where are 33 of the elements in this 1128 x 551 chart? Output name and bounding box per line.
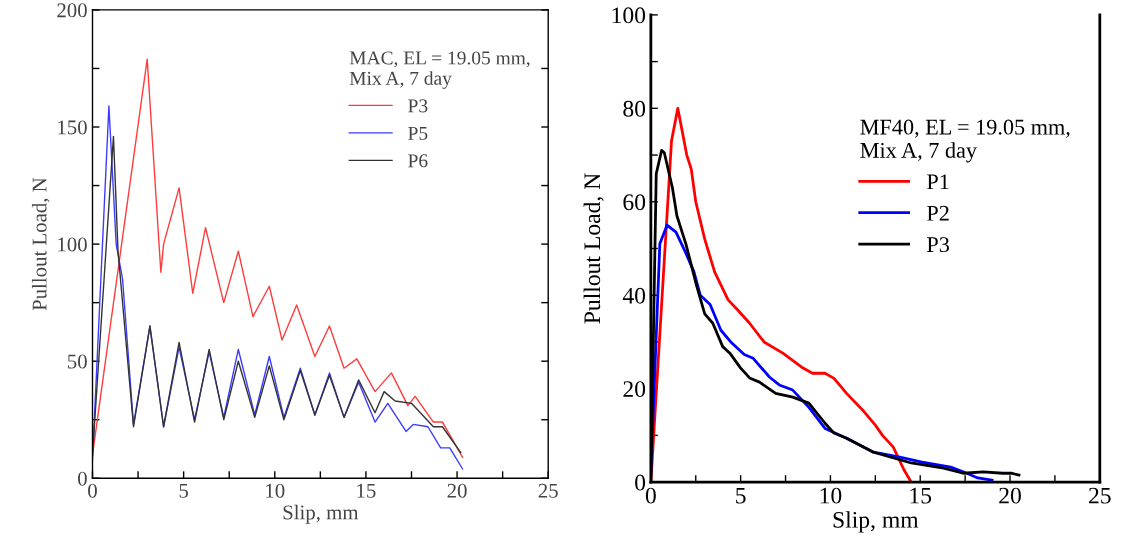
y-tick-label: 50 (68, 354, 87, 369)
y-tick-label: 80 (623, 100, 646, 117)
x-tick-label: 25 (538, 483, 558, 498)
y-tick-label: 100 (58, 237, 87, 252)
legend-title: MAC, EL = 19.05 mm, Mix A, 7 day (349, 51, 530, 89)
y-axis-title: Pullout Load, N (31, 177, 50, 311)
x-tick-label: 20 (447, 483, 467, 498)
legend-label: P3 (927, 237, 949, 253)
x-tick-label: 5 (736, 487, 746, 504)
y-tick-label: 40 (622, 287, 646, 304)
legend-label: P6 (408, 154, 428, 168)
y-tick-label: 0 (78, 471, 87, 486)
legend-title: MF40, EL = 19.05 mm, Mix A, 7 day (860, 119, 1070, 163)
x-tick-label: 15 (910, 487, 932, 504)
x-tick-label: 10 (266, 483, 285, 498)
y-tick-label: 150 (58, 120, 87, 135)
x-axis-title: Slip, mm (833, 511, 919, 533)
x-tick-label: 25 (1089, 487, 1111, 504)
y-tick-label: 60 (623, 194, 646, 211)
legend-label: P5 (408, 126, 428, 140)
x-tick-label: 0 (88, 483, 97, 498)
x-tick-label: 5 (179, 483, 189, 498)
y-tick-label: 100 (612, 7, 646, 24)
legend-label: P2 (927, 205, 949, 221)
legend-label: P1 (927, 174, 949, 190)
x-tick-label: 10 (820, 487, 842, 504)
x-tick-label: 20 (999, 487, 1021, 504)
x-axis-title: Slip, mm (283, 504, 359, 524)
x-tick-label: 15 (357, 483, 376, 498)
y-tick-label: 20 (623, 381, 646, 398)
y-axis-title: Pullout Load, N (583, 173, 604, 324)
y-tick-label: 200 (57, 3, 87, 18)
legend-label: P3 (408, 99, 428, 113)
